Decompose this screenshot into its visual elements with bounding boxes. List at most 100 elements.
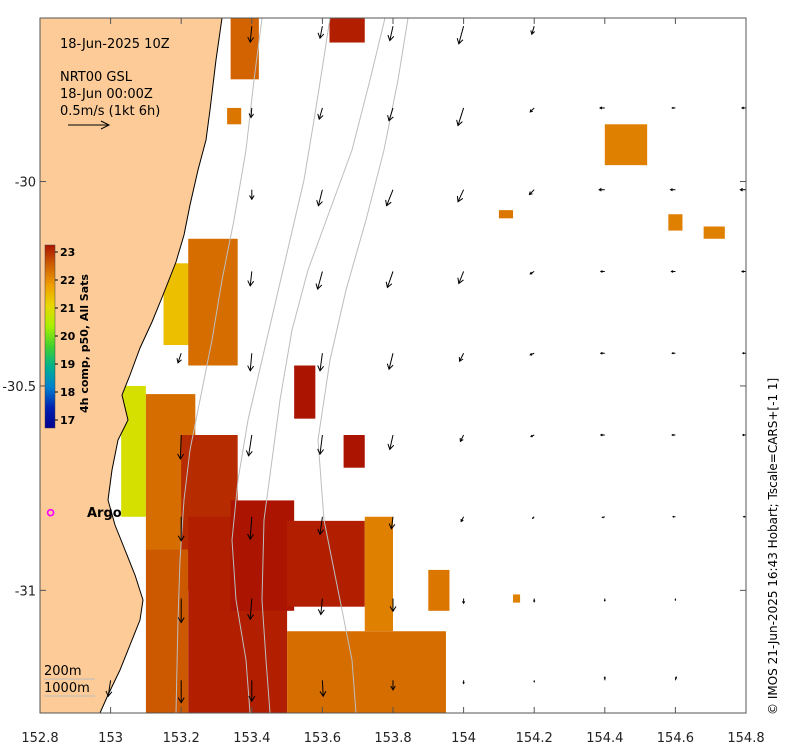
current-vector bbox=[176, 353, 182, 364]
x-tick-label: 153 bbox=[98, 731, 123, 746]
contour-2000m-line bbox=[261, 18, 386, 713]
x-tick-label: 154.6 bbox=[657, 731, 694, 746]
land-area bbox=[40, 18, 223, 713]
argo-float-marker bbox=[46, 508, 55, 517]
colorbar-tick-label: 17 bbox=[60, 414, 75, 427]
sst-patch bbox=[145, 549, 189, 713]
contour-4000m-line bbox=[317, 18, 409, 713]
current-vector bbox=[603, 676, 606, 681]
colorbar-tick-label: 22 bbox=[60, 274, 75, 287]
current-vector bbox=[533, 598, 536, 603]
sst-patch bbox=[513, 594, 521, 603]
contour-200m-line bbox=[175, 18, 263, 713]
current-vector bbox=[460, 516, 465, 523]
current-vector bbox=[456, 189, 465, 203]
current-vector bbox=[457, 271, 465, 285]
current-vector bbox=[387, 107, 394, 122]
colorbar-gradient bbox=[44, 244, 56, 429]
sst-patch bbox=[287, 631, 446, 713]
current-vector bbox=[316, 189, 323, 207]
current-vector bbox=[459, 434, 465, 443]
current-vector bbox=[385, 271, 394, 289]
current-product-label: NRT00 GSL bbox=[60, 70, 133, 85]
current-vector bbox=[105, 680, 113, 698]
current-vector bbox=[249, 189, 255, 201]
colorbar-tick-label: 18 bbox=[60, 386, 75, 399]
current-vector bbox=[672, 515, 676, 518]
current-vector bbox=[671, 106, 676, 110]
current-vector bbox=[599, 433, 605, 437]
sst-patch bbox=[428, 569, 450, 611]
current-vector bbox=[317, 434, 324, 456]
current-vector bbox=[456, 26, 465, 45]
current-vector bbox=[245, 434, 253, 457]
current-vector bbox=[462, 680, 465, 685]
sst-patch bbox=[364, 516, 393, 632]
current-vector bbox=[386, 353, 394, 371]
current-vector bbox=[533, 680, 536, 683]
sst-patch bbox=[230, 18, 259, 80]
current-vector bbox=[247, 26, 255, 44]
scale-arrow bbox=[68, 120, 111, 130]
current-vectors bbox=[105, 26, 746, 704]
sst-patch bbox=[498, 210, 514, 219]
current-vector bbox=[741, 433, 746, 437]
current-vector bbox=[317, 598, 325, 616]
current-vector bbox=[530, 434, 535, 438]
current-vector bbox=[531, 516, 535, 520]
argo-label: Argo bbox=[87, 506, 122, 521]
current-vector bbox=[177, 680, 185, 704]
sst-patch bbox=[604, 124, 648, 166]
sst-patch bbox=[227, 107, 242, 125]
current-vector bbox=[598, 187, 605, 192]
current-vector bbox=[671, 433, 676, 437]
plot-area bbox=[40, 18, 746, 713]
x-tick-label: 154.4 bbox=[586, 731, 623, 746]
current-vector bbox=[317, 26, 325, 40]
current-vector bbox=[317, 516, 325, 536]
x-tick-label: 154 bbox=[451, 731, 476, 746]
x-tick-label: 153.4 bbox=[233, 731, 270, 746]
y-axis: -30 -30.5 -31 bbox=[2, 176, 746, 599]
x-tick-label: 154.8 bbox=[727, 731, 764, 746]
current-vector bbox=[177, 516, 185, 542]
current-vector bbox=[741, 270, 746, 273]
current-vector bbox=[317, 353, 325, 372]
colorbar-ticks: 23 22 21 20 19 18 17 bbox=[55, 246, 76, 427]
x-tick-label: 152.8 bbox=[21, 731, 58, 746]
current-vector bbox=[247, 353, 255, 372]
current-vector bbox=[599, 270, 605, 273]
sst-patch bbox=[668, 214, 683, 231]
x-axis: 152.8 153 153.2 153.4 153.6 153.8 154 154.2 154.… bbox=[21, 18, 765, 746]
sst-patch bbox=[703, 226, 725, 239]
current-vector bbox=[603, 598, 606, 602]
current-vector bbox=[530, 26, 536, 36]
current-vector bbox=[456, 107, 465, 127]
current-vector bbox=[177, 598, 185, 624]
colorbar-tick-label: 23 bbox=[60, 246, 75, 259]
sst-patch bbox=[343, 435, 365, 468]
current-vector bbox=[739, 187, 746, 192]
contour-label-200m: 200m bbox=[44, 664, 81, 679]
current-vector bbox=[317, 107, 324, 121]
current-vector bbox=[670, 270, 676, 273]
current-vector bbox=[247, 598, 254, 621]
contour-label-1000m: 1000m bbox=[44, 681, 90, 696]
colorbar-title: 4h comp, p50, All Sats bbox=[78, 274, 91, 413]
bathymetry-contours bbox=[175, 18, 409, 713]
current-vector bbox=[319, 680, 327, 698]
current-vector bbox=[247, 516, 254, 541]
current-vector bbox=[462, 598, 466, 605]
y-tick-label: -30 bbox=[15, 176, 36, 191]
sst-patch bbox=[287, 520, 365, 607]
y-tick-label: -31 bbox=[15, 584, 36, 599]
current-vector bbox=[674, 676, 678, 681]
current-vector bbox=[601, 516, 605, 519]
sst-patch bbox=[329, 18, 365, 43]
credit-label: © IMOS 21-Jun-2025 16:43 Hobart; Tscale=… bbox=[766, 378, 780, 715]
contour-1000m-line bbox=[231, 18, 331, 713]
timestamp-label: 18-Jun-2025 10Z bbox=[60, 37, 170, 52]
current-vector bbox=[741, 106, 746, 110]
x-tick-label: 154.2 bbox=[516, 731, 553, 746]
